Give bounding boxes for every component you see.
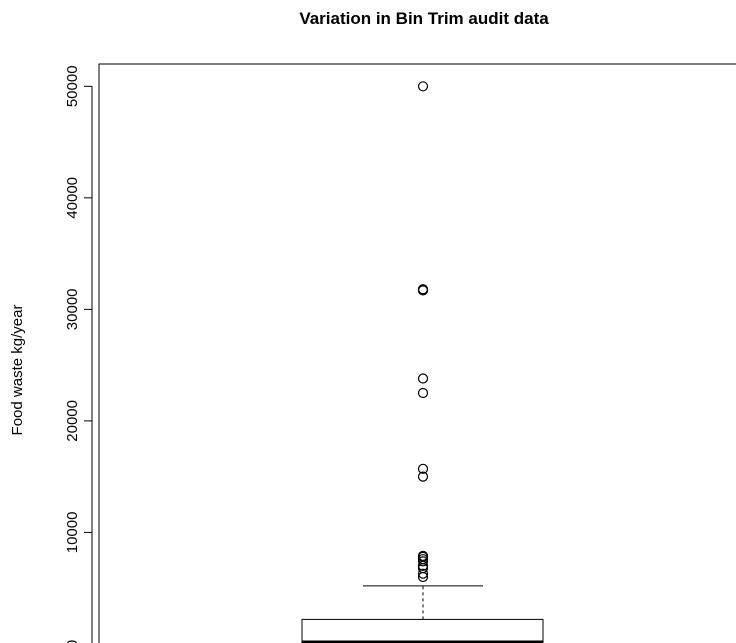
outlier-point [417, 373, 429, 384]
plot-frame [98, 63, 736, 643]
outlier-point [417, 284, 429, 295]
y-tick-label: 30000 [64, 288, 81, 330]
outlier-point [417, 387, 429, 399]
outlier-point [417, 463, 429, 474]
y-axis-label: Food waste kg/year [9, 305, 26, 436]
y-tick-label: 50000 [64, 65, 81, 107]
y-tick-label: 40000 [64, 177, 81, 219]
y-tick-label: 0 [64, 640, 81, 643]
y-tick-label: 20000 [64, 400, 81, 442]
boxplot-group [301, 81, 544, 643]
y-tick-label: 10000 [64, 512, 81, 554]
outlier-point [417, 81, 429, 92]
outlier-point [417, 550, 429, 561]
box-iqr [301, 618, 544, 643]
outlier-point [417, 568, 429, 579]
outlier-point [417, 471, 429, 482]
chart-title: Variation in Bin Trim audit data [299, 9, 549, 28]
y-axis: 0 10000 20000 30000 40000 50000 [64, 65, 93, 643]
